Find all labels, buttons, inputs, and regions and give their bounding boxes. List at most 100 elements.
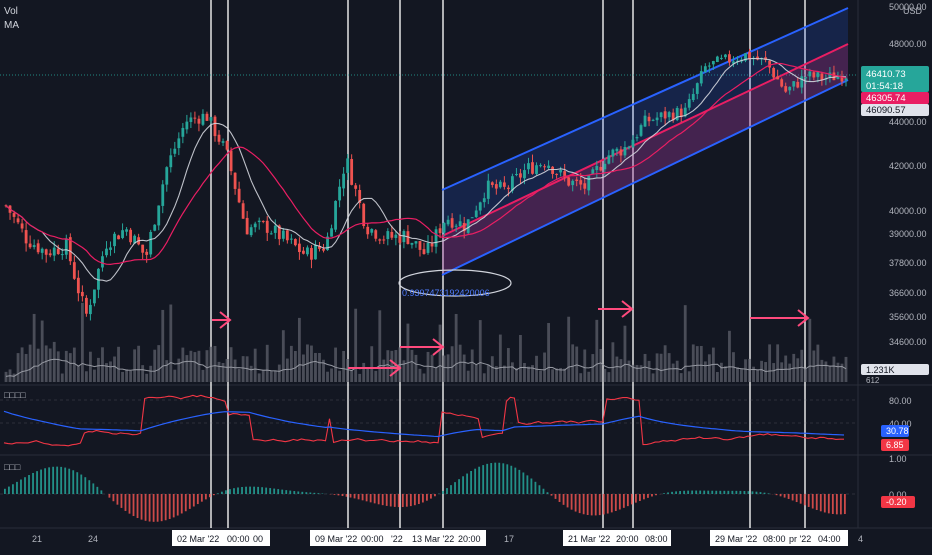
indicator2-title[interactable]: □□□ [4,462,21,472]
histogram-bar [824,494,826,512]
candle-body [571,181,574,185]
candle-body [587,176,590,191]
time-label: 21 Mar '22 [568,534,610,544]
histogram-bar [374,494,376,503]
candle-body [632,140,635,148]
histogram-bar [153,494,155,522]
volume-bar [636,365,639,382]
histogram-bar [526,475,528,494]
candle-body [720,58,723,59]
candle-body [833,72,836,80]
histogram-bar [297,491,299,494]
candle-body [334,201,337,230]
volume-bar [579,373,582,382]
candle-body [73,262,76,279]
volume-bar [837,363,840,382]
candle-body [214,117,217,136]
histogram-bar [20,480,22,494]
volume-bar [595,320,598,382]
time-label: 08:00 [645,534,668,544]
ma-legend-label[interactable]: MA [4,20,19,31]
histogram-bar [358,494,360,499]
histogram-bar [125,494,127,511]
time-label: 17 [504,534,514,544]
volume-bar [157,345,160,382]
volume-bar [21,347,24,382]
volume-bar [137,346,140,382]
indicator1-title[interactable]: □□□□ [4,390,26,400]
candle-body [808,71,811,76]
time-label: 00:00 [361,534,384,544]
histogram-bar [683,491,685,494]
price-axis[interactable]: 50000.00 48000.00 44000.00 42000.00 4000… [889,2,927,347]
candle-body [804,77,807,78]
candle-body [105,249,108,256]
time-label: 02 Mar '22 [177,534,219,544]
candle-body [29,244,32,248]
volume-bar [350,370,353,382]
histogram-bar [84,477,86,494]
candle-body [290,239,293,240]
candle-body [487,181,490,199]
candle-body [539,165,542,166]
candle-body [443,223,446,233]
ind1-fast-line [4,395,844,446]
candle-body [85,298,88,314]
candle-body [354,185,357,189]
volume-bar [334,348,337,382]
ma-value-2: 46090.57 [866,105,906,116]
candle-body [185,122,188,130]
last-price-badge: 46410.73 01:54:18 [861,66,929,92]
volume-bar [736,367,739,382]
histogram-bar [229,489,231,494]
candle-body [41,249,44,253]
candle-body [712,61,715,64]
histogram-bar [691,491,693,494]
candle-body [53,248,56,256]
volume-bar [587,372,590,382]
volume-bar [423,374,426,382]
candle-body [716,57,719,62]
histogram-bar [281,490,283,494]
volume-bar [652,373,655,382]
drawing-annotations[interactable] [212,270,808,376]
histogram-bar [727,491,729,494]
price-tick: 40000.00 [889,206,927,216]
volume-bar [776,344,779,382]
volume-bar [53,342,56,382]
volume-bar [29,345,32,382]
volume-bar [145,374,148,382]
histogram-bar [575,494,577,512]
candle-body [81,292,84,296]
histogram-bar [241,487,243,494]
volume-bar [129,371,132,382]
histogram-bar [249,487,251,494]
volume-bar [49,349,52,382]
time-label: 09 Mar '22 [315,534,357,544]
histogram-bar [362,494,364,500]
candle-body [77,278,80,293]
histogram-bar [715,491,717,494]
volume-bar [77,366,80,382]
histogram-bar [506,464,508,494]
time-label: 29 Mar '22 [715,534,757,544]
volume-bar [354,309,357,382]
ellipse-annotation-text[interactable]: 0.9397473192420006 [402,288,490,298]
volume-bar [282,330,285,382]
volume-bar [298,318,301,382]
histogram-bar [655,494,657,495]
volume-bar [700,346,703,382]
histogram-bar [615,494,617,511]
time-axis[interactable]: 21 24 02 Mar '22 00:00 00 09 Mar '22 00:… [32,530,863,546]
histogram-bar [723,491,725,494]
histogram-bar [699,491,701,494]
ind2-badge: -0.20 [881,496,915,508]
time-label: 20:00 [458,534,481,544]
ind1-slow-line [4,411,844,436]
volume-bar [451,346,454,382]
candle-body [427,243,430,253]
vol-legend-label[interactable]: Vol [4,6,18,17]
candle-body [599,167,602,171]
candle-body [374,230,377,239]
